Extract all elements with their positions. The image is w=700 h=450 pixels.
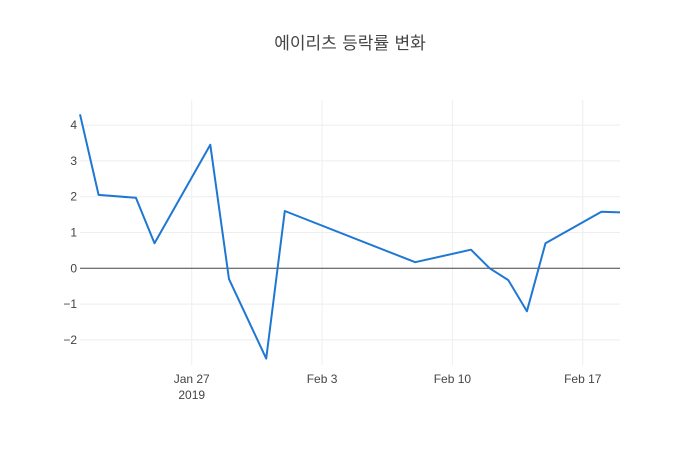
series-group bbox=[79, 114, 621, 360]
y-tick-labels: −2 −1 0 1 2 3 4 bbox=[63, 118, 77, 347]
y-gridlines bbox=[80, 124, 620, 341]
x-tick-label: Feb 17 bbox=[564, 372, 602, 386]
x-tick-label: Feb 3 bbox=[307, 372, 338, 386]
chart-title: 에이리츠 등락률 변화 bbox=[274, 34, 426, 54]
y-tick-label: 0 bbox=[70, 261, 77, 275]
x-tick-label: Feb 10 bbox=[434, 372, 472, 386]
y-tick-label: 1 bbox=[70, 226, 77, 240]
x-tick-labels: Jan 27 2019 Feb 3 Feb 10 Feb 17 bbox=[174, 372, 602, 402]
y-tick-label: 2 bbox=[70, 190, 77, 204]
series-line bbox=[79, 114, 621, 360]
y-tick-label: −1 bbox=[63, 297, 77, 311]
y-tick-label: 3 bbox=[70, 154, 77, 168]
y-tick-label: −2 bbox=[63, 333, 77, 347]
x-tick-label: Jan 27 bbox=[174, 372, 210, 386]
x-tick-sublabel: 2019 bbox=[178, 388, 205, 402]
y-tick-label: 4 bbox=[70, 118, 77, 132]
